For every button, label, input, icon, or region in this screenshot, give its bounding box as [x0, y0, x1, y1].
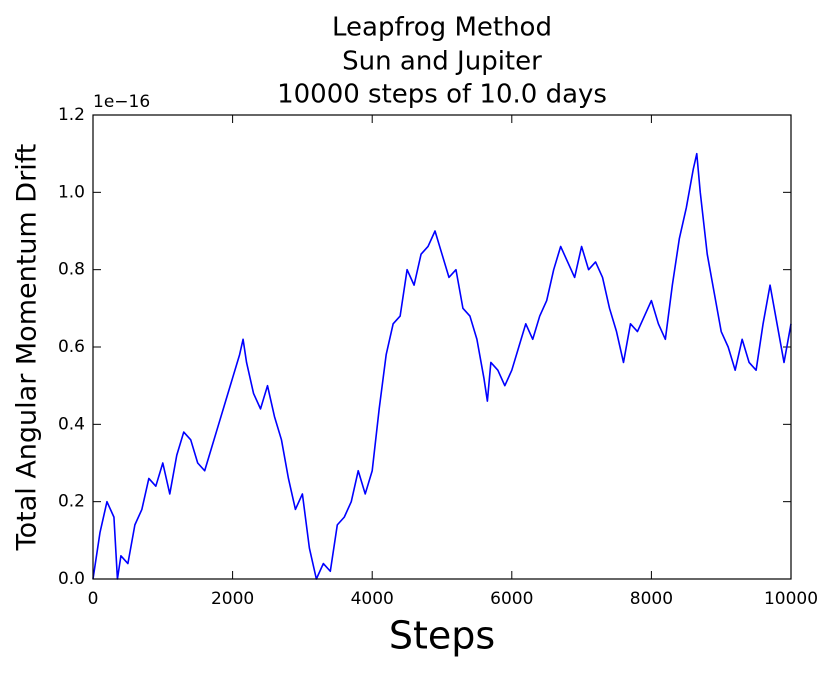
y-tick-label: 0.2 — [58, 492, 85, 512]
y-tick-label: 1.0 — [58, 182, 85, 202]
y-tick-label: 1.2 — [58, 105, 85, 125]
y-offset-label: 1e−16 — [93, 92, 150, 112]
y-tick-label: 0.8 — [58, 260, 85, 280]
x-axis-label: Steps — [389, 614, 495, 658]
chart-title-line: Leapfrog Method — [332, 13, 552, 43]
x-tick-label: 0 — [88, 589, 99, 609]
chart-title-line: Sun and Jupiter — [342, 47, 542, 77]
x-tick-label: 6000 — [490, 589, 533, 609]
plot-frame — [92, 114, 792, 580]
data-line — [92, 152, 792, 580]
y-tick-label: 0.6 — [58, 337, 85, 357]
x-tick-label: 2000 — [211, 589, 254, 609]
x-tick-label: 4000 — [351, 589, 394, 609]
y-tick-label: 0.4 — [58, 414, 85, 434]
y-tick-label: 0.0 — [58, 569, 85, 589]
x-tick-label: 10000 — [764, 589, 818, 609]
y-axis-label: Total Angular Momentum Drift — [12, 144, 43, 552]
x-tick-label: 8000 — [630, 589, 673, 609]
chart-title-line: 10000 steps of 10.0 days — [277, 80, 607, 110]
